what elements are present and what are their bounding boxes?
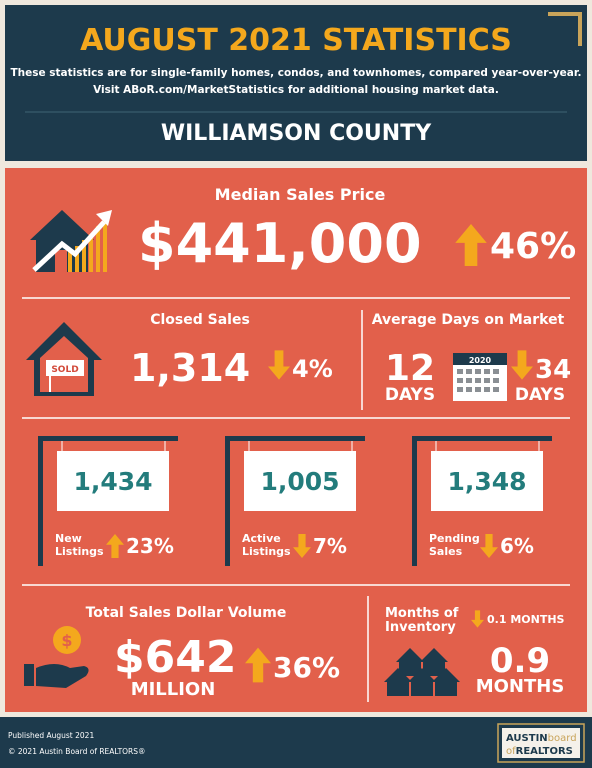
dom-label: Average Days on Market — [372, 312, 565, 328]
listing-label: Sales — [429, 545, 463, 558]
coin-symbol: $ — [61, 631, 72, 650]
logo-box — [502, 728, 580, 758]
copyright: © 2021 Austin Board of REALTORS® — [8, 747, 146, 756]
footer-panel — [0, 717, 592, 768]
inventory-unit: MONTHS — [476, 676, 565, 697]
listing-value: 1,005 — [260, 467, 339, 496]
inventory-value: 0.9 — [490, 641, 550, 681]
title: AUGUST 2021 STATISTICS — [80, 23, 512, 58]
median-change: 46% — [490, 226, 576, 267]
logo-text: ofREALTORS — [506, 746, 573, 757]
published: Published August 2021 — [8, 731, 94, 740]
volume-label: Total Sales Dollar Volume — [86, 605, 287, 621]
house-chart-icon — [30, 210, 112, 272]
hand-coin-icon: $ — [24, 626, 89, 688]
listing-label: Listings — [55, 545, 104, 558]
logo-word: of — [506, 746, 516, 757]
subtitle: These statistics are for single-family h… — [10, 67, 581, 79]
closed-change: 4% — [292, 355, 333, 383]
houses-icon — [384, 648, 460, 696]
header: AUGUST 2021 STATISTICS These statistics … — [5, 5, 587, 161]
listing-change: 7% — [313, 534, 347, 558]
sign-post — [225, 436, 230, 566]
dom-value: 12 — [385, 348, 435, 389]
listing-value: 1,348 — [447, 467, 526, 496]
sign-post — [38, 436, 43, 566]
inventory-label: Months of — [385, 606, 459, 621]
listing-label: Pending — [429, 532, 480, 545]
logo-text: AUSTINboard — [506, 733, 577, 744]
dom-unit: DAYS — [385, 385, 435, 405]
closed-value: 1,314 — [130, 346, 250, 390]
county: WILLIAMSON COUNTY — [161, 121, 432, 146]
logo-word: board — [548, 733, 577, 744]
sold-sign: SOLD — [51, 365, 78, 375]
subtitle: Visit ABoR.com/MarketStatistics for addi… — [93, 84, 499, 96]
listing-label: New — [55, 532, 82, 545]
listing-change: 23% — [126, 534, 174, 558]
dom-change: 34 — [535, 355, 571, 385]
inventory-change: 0.1 MONTHS — [487, 613, 565, 626]
corner-bracket — [548, 12, 582, 46]
sign-post — [412, 436, 417, 566]
sign-bar — [412, 436, 552, 441]
calendar-icon — [453, 353, 507, 401]
volume-change: 36% — [273, 651, 340, 684]
header-panel — [5, 5, 587, 161]
sign-board — [431, 451, 543, 511]
calendar-year: 2020 — [469, 356, 492, 365]
listing-label: Active — [242, 532, 281, 545]
sign-bar — [38, 436, 178, 441]
sign-board — [244, 451, 356, 511]
volume-value: $642 — [114, 632, 236, 683]
main-panel: Median Sales Price $441,000 46% Closed S… — [5, 168, 587, 712]
logo-word: AUSTIN — [506, 733, 548, 744]
logo-frame — [497, 723, 585, 763]
listing-change: 6% — [500, 534, 534, 558]
listing-value: 1,434 — [73, 467, 152, 496]
sign-bar — [225, 436, 365, 441]
logo-word: REALTORS — [516, 746, 573, 757]
median-label: Median Sales Price — [215, 185, 386, 204]
closed-label: Closed Sales — [150, 312, 250, 328]
sign-board — [57, 451, 169, 511]
volume-unit: MILLION — [131, 679, 216, 700]
listing-label: Listings — [242, 545, 291, 558]
dom-change-unit: DAYS — [515, 385, 565, 405]
footer: Published August 2021 © 2021 Austin Boar… — [0, 717, 592, 768]
median-value: $441,000 — [138, 212, 422, 275]
inventory-label: Inventory — [385, 620, 456, 635]
sold-house-icon — [26, 322, 102, 396]
